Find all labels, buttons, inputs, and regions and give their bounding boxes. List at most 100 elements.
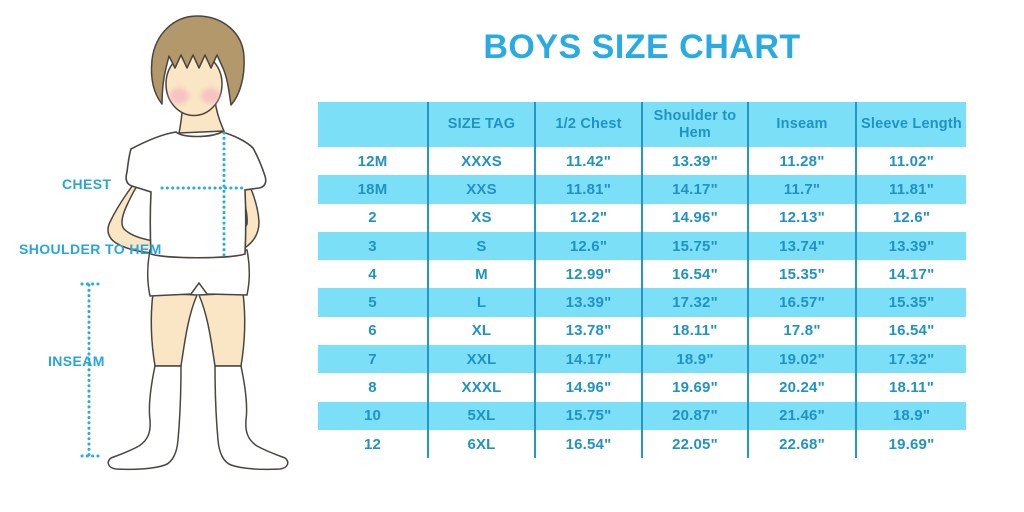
table-row: 8 XXXL 14.96" 19.69" 20.24" 18.11" [318,373,966,402]
table-cell: 19.69" [641,373,748,402]
table-cell: 16.57" [747,288,856,317]
table-cell: 18.11" [855,373,966,402]
table-cell: 16.54" [641,260,748,289]
left-leg [150,292,199,367]
table-cell: 19.69" [855,429,966,459]
hair [150,15,245,106]
column-header: 1/2 Chest [534,102,642,147]
table-cell: 11.28" [747,147,856,176]
table-cell: 15.35" [747,260,856,289]
size-chart-table: SIZE TAG 1/2 Chest Shoulder to Hem Inseam Sl… [318,102,966,459]
table-cell: 18.9" [855,401,966,430]
table-row: 5 L 13.39" 17.32" 16.57" 15.35" [318,288,966,317]
table-cell: 12.6" [855,203,966,232]
table-cell: XXXS [427,147,535,176]
table-row: 2 XS 12.2" 14.96" 12.13" 12.6" [318,203,966,232]
shirt [125,131,267,259]
table-cell: 16.54" [534,429,642,459]
table-cell: 20.87" [641,401,748,430]
table-cell: 17.32" [855,345,966,374]
table-cell: 14.17" [641,175,748,204]
table-cell: 7 [318,345,428,374]
table-cell: 15.75" [534,401,642,430]
left-cheek [169,88,189,104]
table-cell: XS [427,203,535,232]
table-cell: 14.17" [855,260,966,289]
table-cell: S [427,231,535,261]
column-header: Inseam [747,102,856,147]
table-cell: 2 [318,203,428,232]
table-cell: XXL [427,345,535,374]
table-cell: 21.46" [747,401,856,430]
table-cell: 13.78" [534,316,642,346]
left-sock [107,365,182,471]
boy-illustration: CHEST SHOULDER TO HEM INSEAM [0,0,330,512]
table-cell: 22.05" [641,429,748,459]
column-header: Shoulder to Hem [641,102,748,147]
table-cell: 11.02" [855,147,966,176]
table-cell: L [427,288,535,317]
table-cell: M [427,260,535,289]
table-cell: 5XL [427,401,535,430]
table-cell: 13.74" [747,231,856,261]
table-cell: 3 [318,231,428,261]
table-cell: 18M [318,175,428,204]
table-row: 12 6XL 16.54" 22.05" 22.68" 19.69" [318,429,966,459]
table-cell: 13.39" [641,147,748,176]
table-cell: XL [427,316,535,346]
table-cell: 12M [318,147,428,176]
table-cell: 14.96" [534,373,642,402]
table-cell: XXS [427,175,535,204]
right-sock [214,365,289,471]
size-table-head-row: SIZE TAG 1/2 Chest Shoulder to Hem Inseam Sl… [318,102,966,147]
table-cell: 12.13" [747,203,856,232]
table-cell: 16.54" [855,316,966,346]
table-cell: 13.39" [534,288,642,317]
table-cell: 11.7" [747,175,856,204]
size-table-body: 12M XXXS 11.42" 13.39" 11.28" 11.02" 18M XXS 11.… [318,147,966,459]
table-cell: 6 [318,316,428,346]
table-row: 3 S 12.6" 15.75" 13.74" 13.39" [318,231,966,261]
table-cell: 6XL [427,429,535,459]
table-cell: 22.68" [747,429,856,459]
table-cell: 12.99" [534,260,642,289]
table-cell: 5 [318,288,428,317]
table-cell: 18.11" [641,316,748,346]
table-row: 4 M 12.99" 16.54" 15.35" 14.17" [318,260,966,289]
table-cell: 14.96" [641,203,748,232]
table-cell: 8 [318,373,428,402]
column-header: Sleeve Length [855,102,966,147]
table-cell: 15.35" [855,288,966,317]
table-cell: 4 [318,260,428,289]
chest-label: CHEST [62,176,112,192]
column-header: SIZE TAG [427,102,535,147]
page-title: BOYS SIZE CHART [483,28,801,66]
table-cell: 20.24" [747,373,856,402]
right-cheek [201,88,221,104]
right-leg [197,292,246,367]
table-row: 12M XXXS 11.42" 13.39" 11.28" 11.02" [318,147,966,176]
table-row: 18M XXS 11.81" 14.17" 11.7" 11.81" [318,175,966,204]
table-row: 10 5XL 15.75" 20.87" 21.46" 18.9" [318,401,966,430]
table-row: 6 XL 13.78" 18.11" 17.8" 16.54" [318,316,966,346]
table-cell: 12.6" [534,231,642,261]
shoulder-to-hem-label: SHOULDER TO HEM [19,241,162,257]
table-cell: 13.39" [855,231,966,261]
inseam-label: INSEAM [48,353,105,369]
table-cell: 11.42" [534,147,642,176]
table-cell: 17.8" [747,316,856,346]
table-row: 7 XXL 14.17" 18.9" 19.02" 17.32" [318,345,966,374]
boy-figure-svg [80,15,289,471]
shorts [147,249,250,297]
table-cell: 19.02" [747,345,856,374]
table-cell: 18.9" [641,345,748,374]
table-cell: 12.2" [534,203,642,232]
table-cell: 10 [318,401,428,430]
table-cell: XXXL [427,373,535,402]
table-cell: 15.75" [641,231,748,261]
size-table-container: SIZE TAG 1/2 Chest Shoulder to Hem Inseam Sl… [318,102,966,459]
table-cell: 11.81" [855,175,966,204]
column-header [318,102,428,147]
table-cell: 11.81" [534,175,642,204]
